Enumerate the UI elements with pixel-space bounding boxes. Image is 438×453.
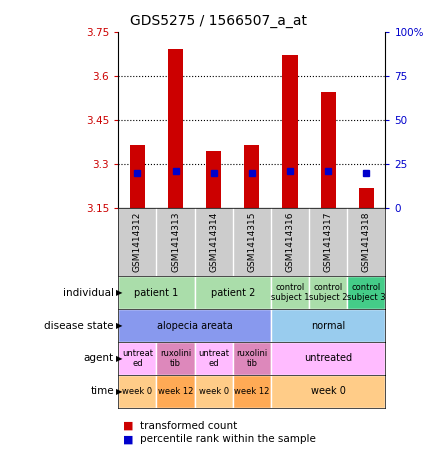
Text: disease state: disease state	[44, 321, 114, 331]
Text: untreated: untreated	[304, 353, 352, 363]
Bar	[271, 375, 385, 408]
Text: ▶: ▶	[116, 288, 123, 297]
Text: patient 2: patient 2	[211, 288, 255, 298]
Text: GSM1414315: GSM1414315	[247, 212, 256, 272]
Text: GSM1414318: GSM1414318	[362, 212, 371, 272]
Text: GSM1414314: GSM1414314	[209, 212, 218, 272]
Bar	[194, 342, 233, 375]
Text: control
subject 1: control subject 1	[271, 283, 309, 302]
Bar	[168, 49, 183, 208]
Bar	[130, 145, 145, 208]
Bar	[118, 342, 156, 375]
Text: agent: agent	[84, 353, 114, 363]
Text: GSM1414316: GSM1414316	[286, 212, 294, 272]
Bar	[118, 276, 194, 309]
Text: patient 1: patient 1	[134, 288, 179, 298]
Text: percentile rank within the sample: percentile rank within the sample	[140, 434, 316, 444]
Text: individual: individual	[63, 288, 114, 298]
Text: week 0: week 0	[122, 387, 152, 396]
Bar	[244, 145, 259, 208]
Bar	[194, 276, 271, 309]
Text: control
subject 3: control subject 3	[347, 283, 386, 302]
Text: week 0: week 0	[198, 387, 229, 396]
Text: ruxolini
tib: ruxolini tib	[160, 349, 191, 368]
Text: week 12: week 12	[158, 387, 193, 396]
Bar	[271, 342, 385, 375]
Text: GSM1414313: GSM1414313	[171, 212, 180, 272]
Bar	[359, 188, 374, 208]
Text: GSM1414317: GSM1414317	[324, 212, 333, 272]
Text: untreat
ed: untreat ed	[122, 349, 153, 368]
Text: transformed count: transformed count	[140, 421, 237, 431]
Text: ▶: ▶	[116, 354, 123, 363]
Text: ▶: ▶	[116, 387, 123, 396]
Bar	[206, 151, 221, 208]
Bar	[156, 375, 194, 408]
Bar	[118, 309, 271, 342]
Text: untreat
ed: untreat ed	[198, 349, 229, 368]
Bar	[233, 375, 271, 408]
Bar	[321, 92, 336, 208]
Bar	[283, 55, 298, 208]
Text: time: time	[90, 386, 114, 396]
Bar	[347, 276, 385, 309]
Text: alopecia areata: alopecia areata	[157, 321, 233, 331]
Text: ■: ■	[123, 434, 133, 444]
Bar	[233, 342, 271, 375]
Text: ▶: ▶	[116, 321, 123, 330]
Text: GSM1414312: GSM1414312	[133, 212, 142, 272]
Text: ■: ■	[123, 421, 133, 431]
Bar	[309, 276, 347, 309]
Bar	[194, 375, 233, 408]
Text: normal: normal	[311, 321, 345, 331]
Bar	[156, 342, 194, 375]
Text: week 12: week 12	[234, 387, 269, 396]
Bar	[118, 375, 156, 408]
Text: ruxolini
tib: ruxolini tib	[236, 349, 268, 368]
Text: control
subject 2: control subject 2	[309, 283, 347, 302]
Text: week 0: week 0	[311, 386, 346, 396]
Text: GDS5275 / 1566507_a_at: GDS5275 / 1566507_a_at	[131, 14, 307, 28]
Bar	[271, 276, 309, 309]
Bar	[271, 309, 385, 342]
